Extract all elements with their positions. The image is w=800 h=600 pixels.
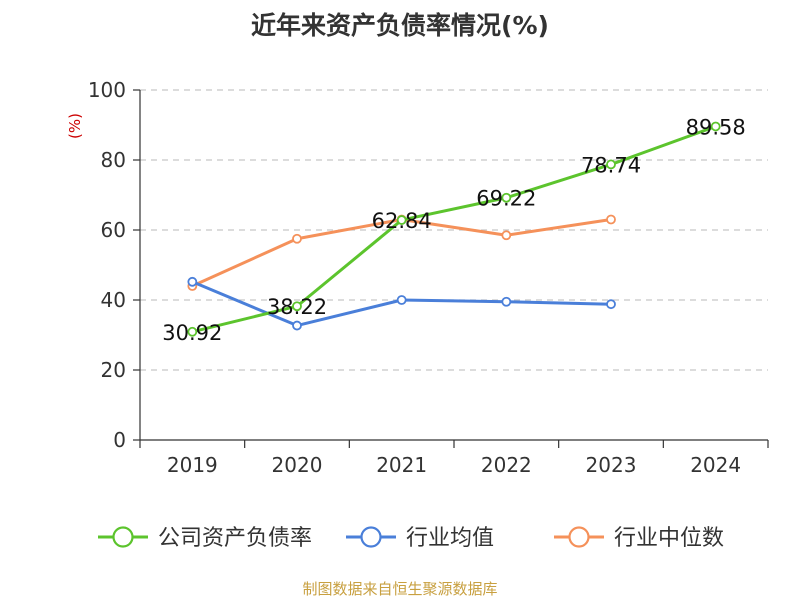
chart-title: 近年来资产负债率情况(%) [251,11,549,40]
legend-item[interactable]: 行业均值 [346,526,494,551]
data-point [396,215,407,225]
data-point [606,159,616,170]
data-labels: 30.92 38.22 62.84 69.22 78.74 89.58 [162,115,745,344]
legend-swatch-marker [568,526,590,548]
legend-swatch-marker [112,526,134,548]
y-tick-label: 60 [101,218,126,242]
x-tick-label: 2024 [690,453,741,477]
data-point [396,295,407,305]
data-point [292,320,302,331]
legend-swatch-marker [360,526,382,548]
legend-item[interactable]: 行业中位数 [554,526,724,551]
axes: 0 20 40 60 80 100 2019 2020 2021 2022 2023 2024 [88,78,769,477]
data-label: 69.22 [476,187,536,211]
data-point [606,299,616,310]
x-tick-label: 2023 [586,453,637,477]
y-tick-label: 80 [101,148,126,172]
x-tick-label: 2021 [376,453,427,477]
y-tick-label: 20 [101,358,126,382]
data-point [187,276,198,287]
series-line [191,125,717,334]
data-point [187,326,198,337]
x-tick-label: 2022 [481,453,532,477]
legend-label: 公司资产负债率 [158,526,312,551]
legend-label: 行业中位数 [614,526,724,551]
legend-label: 行业均值 [406,526,494,551]
legend-item[interactable]: 公司资产负债率 [98,526,312,551]
y-axis-unit: (%) [66,113,84,139]
source-note: 制图数据来自恒生聚源数据库 [302,580,497,598]
y-tick-label: 40 [101,288,126,312]
data-point [606,214,616,225]
y-tick-label: 0 [113,428,126,452]
data-point [501,192,512,203]
legend: 公司资产负债率 行业均值 行业中位数 [98,526,724,551]
data-point [501,230,512,241]
data-point [292,301,302,312]
series-lines [187,121,721,337]
grid-lines [140,89,768,371]
data-label: 62.84 [372,209,432,233]
data-label: 30.92 [162,321,222,345]
data-label: 38.22 [267,295,327,319]
x-tick-label: 2019 [167,453,218,477]
data-point [710,121,721,132]
x-tick-label: 2020 [272,453,323,477]
data-label: 78.74 [581,153,641,177]
data-point [501,296,512,307]
data-label: 89.58 [686,115,746,139]
y-tick-label: 100 [88,78,126,102]
data-point [292,233,302,244]
